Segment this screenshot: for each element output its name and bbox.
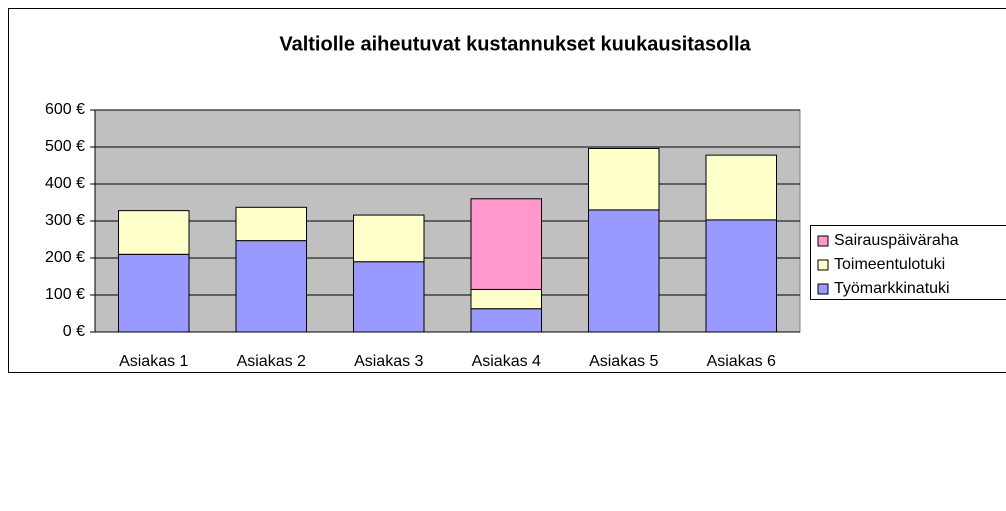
y-tick-label: 400 € bbox=[45, 175, 85, 192]
bar-segment bbox=[354, 215, 425, 262]
x-tick-label: Asiakas 3 bbox=[354, 353, 423, 370]
y-tick-label: 100 € bbox=[45, 286, 85, 303]
bar-segment bbox=[706, 155, 777, 220]
legend-swatch bbox=[818, 260, 828, 270]
y-tick-label: 600 € bbox=[45, 101, 85, 118]
bar-segment bbox=[354, 262, 425, 332]
bar-segment bbox=[236, 207, 307, 240]
bar-segment bbox=[471, 199, 542, 290]
legend-swatch bbox=[818, 236, 828, 246]
y-tick-label: 300 € bbox=[45, 212, 85, 229]
bar-segment bbox=[471, 289, 542, 308]
y-tick-label: 500 € bbox=[45, 138, 85, 155]
bar-segment bbox=[706, 220, 777, 332]
y-tick-label: 200 € bbox=[45, 249, 85, 266]
legend-label: Sairauspäiväraha bbox=[834, 232, 959, 249]
legend-swatch bbox=[818, 284, 828, 294]
bar-segment bbox=[589, 148, 660, 209]
x-tick-label: Asiakas 6 bbox=[707, 353, 776, 370]
bar-segment bbox=[119, 211, 190, 255]
y-tick-label: 0 € bbox=[63, 323, 85, 340]
bar-segment bbox=[589, 210, 660, 332]
bar-segment bbox=[236, 241, 307, 332]
x-tick-label: Asiakas 4 bbox=[472, 353, 541, 370]
legend-label: Työmarkkinatuki bbox=[834, 280, 950, 297]
bar-segment bbox=[119, 254, 190, 332]
legend-label: Toimeentulotuki bbox=[834, 256, 945, 273]
x-tick-label: Asiakas 5 bbox=[589, 353, 658, 370]
x-tick-label: Asiakas 2 bbox=[237, 353, 306, 370]
bar-segment bbox=[471, 309, 542, 332]
chart-title: Valtiolle aiheutuvat kustannukset kuukau… bbox=[279, 33, 751, 55]
x-tick-label: Asiakas 1 bbox=[119, 353, 188, 370]
